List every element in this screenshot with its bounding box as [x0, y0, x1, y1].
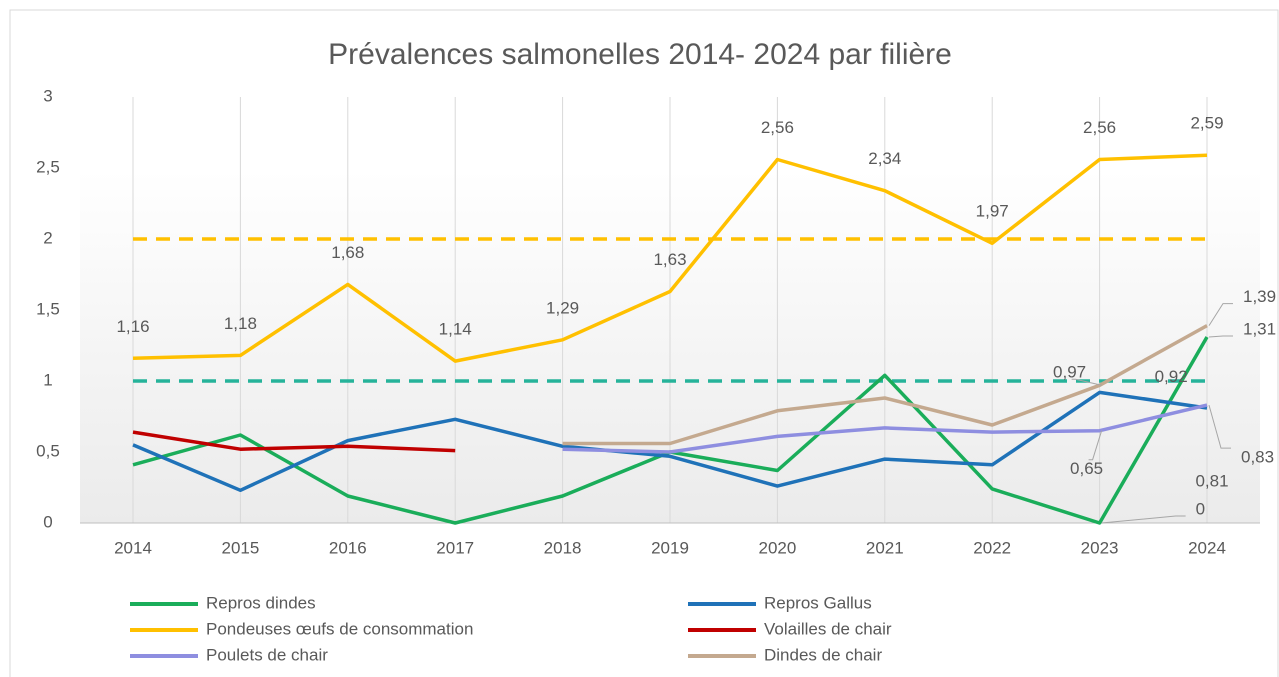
leader-line — [1208, 405, 1231, 449]
series-line — [132, 430, 456, 453]
x-tick-label: 2024 — [1188, 538, 1226, 557]
legend-label: Repros dindes — [206, 593, 316, 612]
chart-title: Prévalences salmonelles 2014- 2024 par f… — [328, 38, 952, 71]
leader-line — [1208, 303, 1233, 326]
leader-line — [1208, 335, 1233, 338]
series-line — [132, 153, 1208, 363]
data-label: 2,56 — [1083, 118, 1116, 137]
data-label: 0,92 — [1155, 367, 1188, 386]
data-label: 2,34 — [868, 149, 901, 168]
legend-label: Dindes de chair — [764, 645, 882, 664]
legend-label: Volailles de chair — [764, 619, 892, 638]
y-tick-label: 3 — [43, 86, 52, 105]
x-tick-label: 2018 — [544, 538, 582, 557]
data-label: 1,31 — [1243, 319, 1276, 338]
data-label: 1,63 — [653, 250, 686, 269]
legend-label: Repros Gallus — [764, 593, 872, 612]
series-line — [132, 390, 1208, 493]
data-label: 1,29 — [546, 298, 579, 317]
x-tick-label: 2020 — [758, 538, 796, 557]
y-tick-label: 2 — [43, 228, 52, 247]
data-label: 1,68 — [331, 243, 364, 262]
x-tick-label: 2022 — [973, 538, 1011, 557]
legend-label: Poulets de chair — [206, 645, 328, 664]
data-label: 0,65 — [1070, 459, 1103, 478]
x-tick-label: 2014 — [114, 538, 152, 557]
x-tick-label: 2021 — [866, 538, 904, 557]
leader-line — [1101, 515, 1186, 524]
x-tick-label: 2016 — [329, 538, 367, 557]
x-tick-label: 2023 — [1081, 538, 1119, 557]
data-label: 1,39 — [1243, 287, 1276, 306]
legend-label: Pondeuses œufs de consommation — [206, 619, 473, 638]
x-tick-label: 2019 — [651, 538, 689, 557]
leader-line — [1071, 378, 1102, 386]
data-label: 1,97 — [976, 202, 1009, 221]
data-label: 0 — [1196, 499, 1205, 518]
data-label: 1,16 — [116, 317, 149, 336]
data-label: 2,59 — [1190, 114, 1223, 133]
series-line — [562, 403, 1208, 454]
y-tick-label: 0,5 — [36, 441, 60, 460]
y-tick-label: 1 — [43, 370, 52, 389]
data-label: 0,97 — [1053, 363, 1086, 382]
data-label: 0,83 — [1241, 448, 1274, 467]
y-tick-label: 2,5 — [36, 157, 60, 176]
data-label: 0,81 — [1195, 471, 1228, 490]
data-label: 1,14 — [439, 320, 472, 339]
data-label: 1,18 — [224, 314, 257, 333]
leader-line — [1088, 430, 1103, 461]
data-label: 2,56 — [761, 118, 794, 137]
y-tick-label: 0 — [43, 512, 52, 531]
x-tick-label: 2015 — [221, 538, 259, 557]
y-tick-label: 1,5 — [36, 299, 60, 318]
x-tick-label: 2017 — [436, 538, 474, 557]
